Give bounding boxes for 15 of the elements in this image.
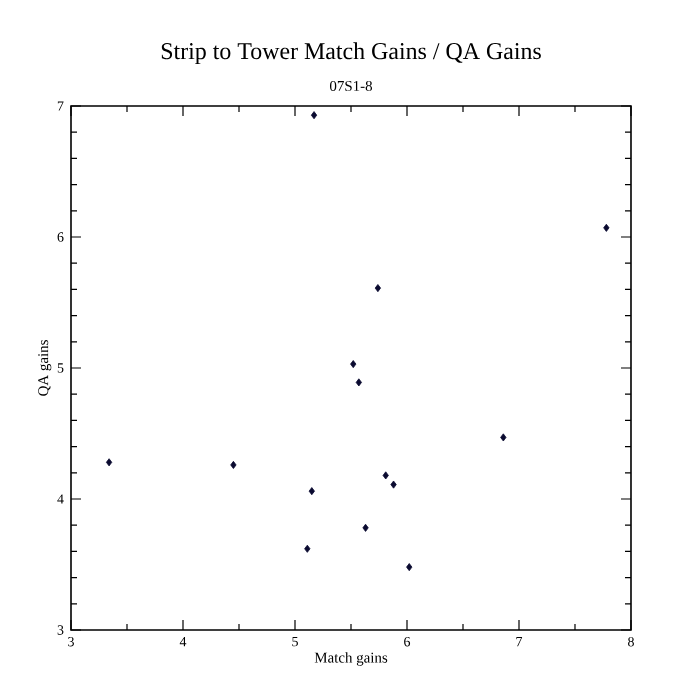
point	[374, 284, 381, 293]
point	[304, 544, 311, 553]
point	[355, 378, 362, 387]
point	[500, 433, 507, 442]
point	[350, 360, 357, 369]
point	[105, 458, 113, 467]
point	[310, 111, 318, 120]
point	[362, 523, 369, 532]
point	[230, 460, 237, 469]
point	[390, 480, 397, 489]
point	[406, 563, 413, 572]
point	[382, 471, 389, 480]
point	[308, 487, 315, 496]
chart-title: Strip to Tower Match Gains / QA Gains	[161, 42, 541, 65]
point	[603, 223, 610, 232]
